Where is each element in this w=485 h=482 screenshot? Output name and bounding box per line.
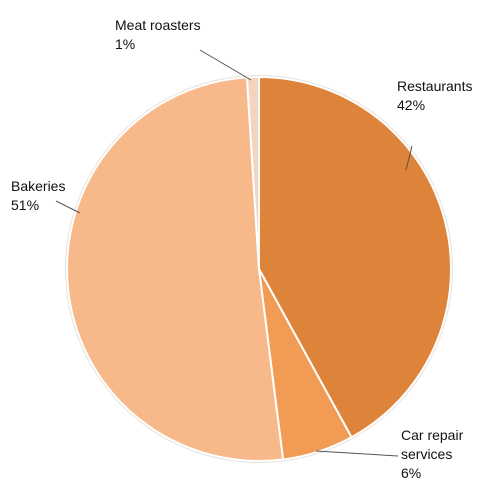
slice-percent: 42% — [397, 97, 425, 113]
slice-label-restaurants: Restaurants 42% — [397, 78, 472, 113]
slice-name: Bakeries — [11, 178, 65, 194]
slice-percent: 6% — [401, 465, 421, 481]
leader-line-bakeries — [55, 200, 81, 214]
pie-slice-bakeries — [66, 76, 285, 462]
slice-name: Restaurants — [397, 78, 472, 94]
slice-name: services — [401, 446, 452, 462]
slice-label-car-repair-services: Car repair services 6% — [401, 427, 464, 481]
slice-label-bakeries: Bakeries 51% — [11, 178, 65, 213]
slice-name: Meat roasters — [115, 17, 201, 33]
slice-percent: 51% — [11, 197, 39, 213]
leader-line-restaurants — [405, 145, 413, 171]
leader-line-meat-roasters — [199, 49, 252, 81]
slice-name: Car repair — [401, 427, 464, 443]
leader-line-car-repair-services — [315, 450, 399, 457]
slice-label-meat-roasters: Meat roasters 1% — [115, 17, 201, 52]
pie-slice-restaurants — [258, 76, 452, 439]
slice-percent: 1% — [115, 36, 135, 52]
